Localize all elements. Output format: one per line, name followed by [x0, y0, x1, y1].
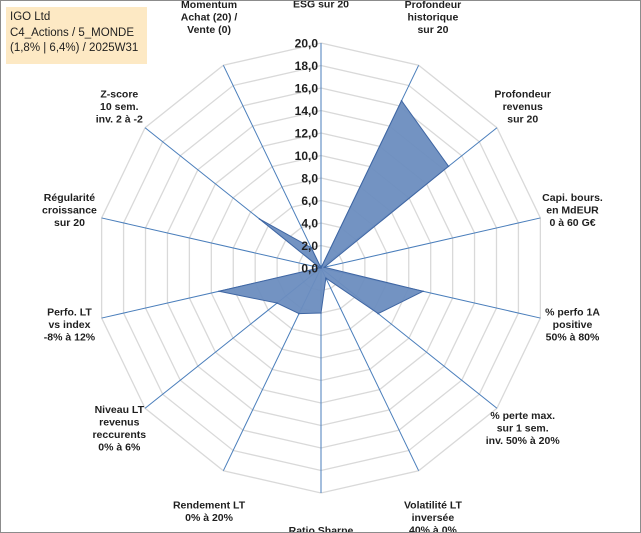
data-point-5 — [377, 312, 379, 315]
tick-label-1: 2,0 — [301, 239, 318, 253]
data-point-6 — [325, 277, 327, 279]
category-label-10: Perfo. LT vs index -8% à 12% — [44, 307, 96, 344]
category-label-6: Volatilité LT inversée 40% à 0% — [404, 499, 463, 532]
spoke-11 — [101, 217, 322, 269]
tick-label-4: 8,0 — [301, 172, 318, 186]
data-point-3 — [323, 266, 326, 269]
category-label-0: NoteESG sur 20 — [293, 1, 349, 11]
category-label-8: Rendement LT 0% à 20% — [173, 499, 246, 524]
tick-label-9: 18,0 — [295, 59, 319, 73]
period-label: (1,8% | 6,4%) / 2025W31 — [10, 42, 139, 54]
category-label-2: Profondeur revenus sur 20 — [494, 88, 551, 125]
spoke-6 — [320, 267, 420, 471]
radar-tick-labels: 0,0 2,0 4,0 6,0 8,0 10,0 12,0 14,0 16,0 18,0 20,0 — [295, 37, 319, 276]
data-point-11 — [319, 266, 321, 269]
tick-label-8: 16,0 — [295, 82, 319, 96]
data-point-8 — [298, 312, 300, 315]
portfolio-label: C4_Actions / 5_MONDE — [10, 26, 134, 39]
tick-label-7: 14,0 — [295, 104, 319, 118]
data-point-9 — [276, 302, 278, 304]
category-label-4: % perfo 1A positive 50% à 80% — [545, 307, 600, 344]
data-point-4 — [422, 290, 424, 293]
category-label-1: Profondeur historique sur 20 — [405, 1, 462, 36]
category-label-9: Niveau LT revenus reccurents 0% à 6% — [92, 404, 146, 454]
category-label-11: Régularité croissance sur 20 — [42, 192, 97, 229]
chart-info-box: IGO Ltd C4_Actions / 5_MONDE (1,8% | 6,4… — [6, 7, 147, 64]
tick-label-0: 0,0 — [301, 262, 318, 276]
category-label-12: Z-score 10 sem. inv. 2 à -2 — [96, 88, 143, 125]
category-label-5: % perte max. sur 1 sem. inv. 50% à 20% — [486, 410, 561, 447]
data-point-10 — [218, 290, 220, 293]
data-point-7 — [320, 312, 322, 314]
data-point-12 — [258, 218, 261, 220]
category-label-3: Capi. bours. en MdEUR 0 à 60 G€ — [542, 192, 603, 229]
tick-label-2: 4,0 — [301, 217, 318, 231]
tick-label-5: 10,0 — [295, 149, 319, 163]
data-point-2 — [447, 165, 450, 168]
company-name: IGO Ltd — [10, 11, 51, 23]
category-label-7: Ratio Sharpe0 à 1 — [289, 525, 354, 532]
category-label-13: Momentum Achat (20) / Vente (0) — [181, 1, 238, 36]
tick-label-6: 12,0 — [295, 127, 319, 141]
tick-label-3: 6,0 — [301, 194, 318, 208]
spoke-3 — [320, 217, 541, 269]
data-point-13 — [310, 246, 313, 249]
tick-label-10: 20,0 — [295, 37, 319, 51]
spoke-13 — [222, 65, 322, 269]
radar-series — [218, 99, 450, 315]
data-point-1 — [400, 99, 403, 102]
